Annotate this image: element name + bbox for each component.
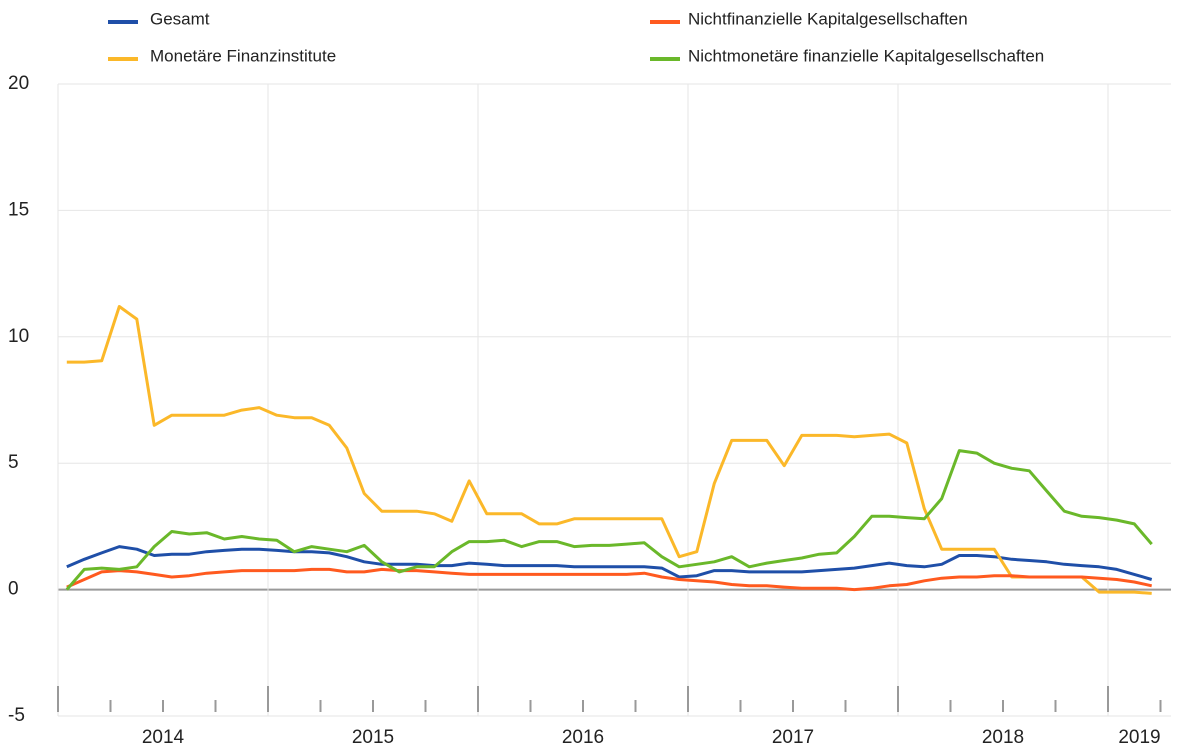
y-tick-label: 10 — [8, 326, 29, 347]
x-tick-label: 2014 — [142, 727, 185, 748]
y-tick-label: 20 — [8, 73, 29, 94]
legend-label: Nichtfinanzielle Kapitalgesellschaften — [688, 9, 968, 28]
series-line — [66, 567, 1153, 592]
series-line — [66, 545, 1153, 581]
y-tick-label: -5 — [8, 705, 25, 726]
series-line — [66, 305, 1152, 595]
legend-label: Monetäre Finanzinstitute — [150, 46, 336, 65]
y-tick-label: 0 — [8, 579, 19, 600]
x-tick-label: 2019 — [1118, 727, 1160, 748]
series-line — [65, 449, 1153, 591]
y-tick-label: 15 — [8, 199, 29, 220]
x-tick-label: 2015 — [352, 727, 394, 748]
legend-label: Nichtmonetäre finanzielle Kapitalgesells… — [688, 46, 1044, 65]
x-tick-label: 2017 — [772, 727, 814, 748]
legend-label: Gesamt — [150, 9, 210, 28]
y-tick-label: 5 — [8, 452, 19, 473]
x-tick-label: 2018 — [982, 727, 1024, 748]
x-tick-label: 2016 — [562, 727, 604, 748]
